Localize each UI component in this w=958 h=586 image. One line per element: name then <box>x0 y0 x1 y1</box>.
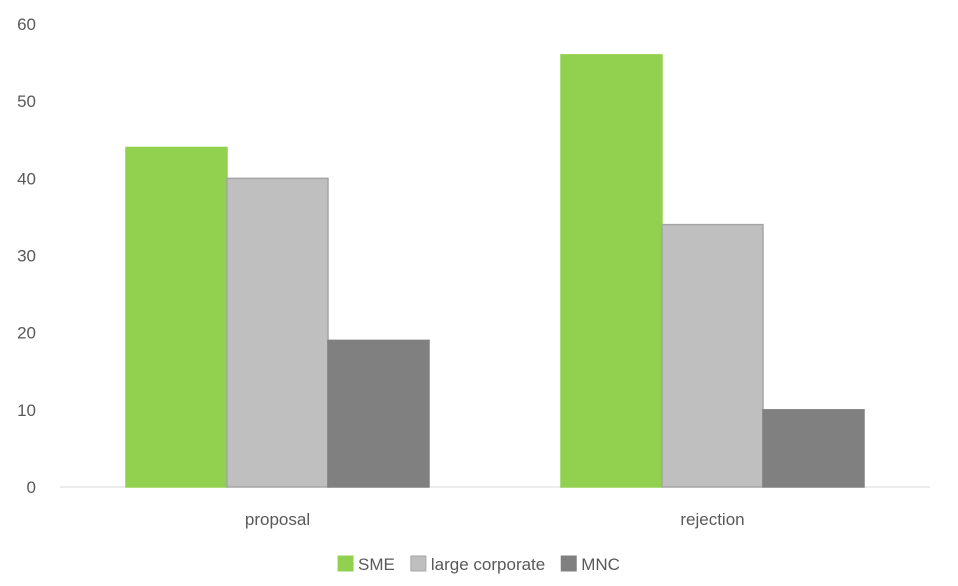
legend-label-large-corporate: large corporate <box>431 555 545 574</box>
legend-swatch-large-corporate <box>410 555 427 572</box>
legend-label-mnc: MNC <box>581 555 620 574</box>
y-tick-label: 20 <box>17 324 36 343</box>
legend: SME large corporate MNC <box>337 555 620 574</box>
y-tick-label: 30 <box>17 247 36 266</box>
category-labels: proposal rejection <box>245 510 745 529</box>
bar-sme-rejection <box>560 54 663 488</box>
bar-sme-proposal <box>125 146 228 488</box>
legend-label-sme: SME <box>358 555 395 574</box>
y-tick-label: 10 <box>17 401 36 420</box>
bar-large-corporate-proposal <box>226 177 329 488</box>
bar-mnc-proposal <box>327 339 430 488</box>
y-tick-label: 0 <box>27 478 36 497</box>
legend-swatch-sme <box>337 555 354 572</box>
legend-swatch-mnc <box>560 555 577 572</box>
y-tick-label: 50 <box>17 92 36 111</box>
bars <box>125 54 865 488</box>
category-label-rejection: rejection <box>680 510 744 529</box>
bar-mnc-rejection <box>762 409 865 488</box>
y-tick-label: 60 <box>17 15 36 34</box>
bar-large-corporate-rejection <box>661 223 764 488</box>
y-axis-ticks: 0 10 20 30 40 50 60 <box>17 15 36 497</box>
y-tick-label: 40 <box>17 169 36 188</box>
category-label-proposal: proposal <box>245 510 310 529</box>
